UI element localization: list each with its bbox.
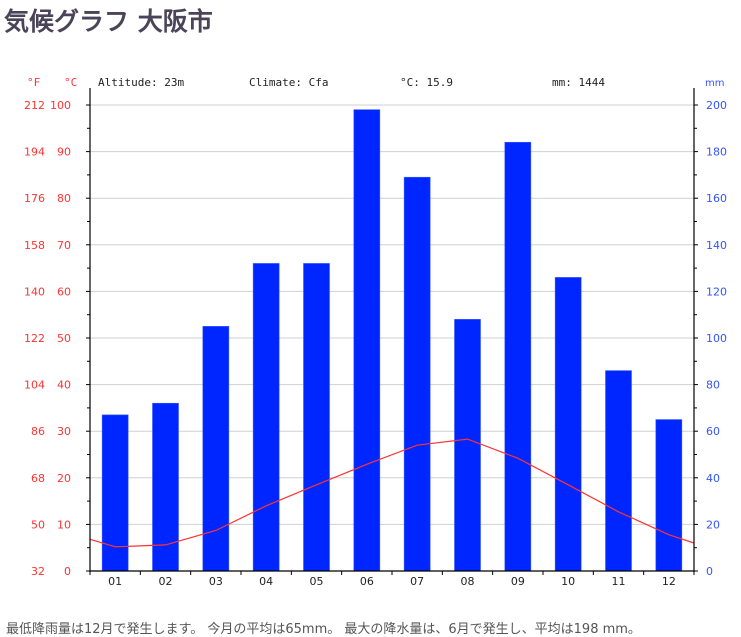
fahrenheit-tick-label: 158: [24, 239, 45, 252]
precipitation-bar: [252, 263, 280, 572]
month-label: 10: [561, 575, 575, 588]
celsius-tick-label: 50: [57, 332, 71, 345]
grid-lines: [90, 104, 694, 525]
celsius-tick-label: 40: [57, 379, 71, 392]
celsius-tick-label: 30: [57, 425, 71, 438]
month-label: 01: [108, 575, 122, 588]
celsius-tick-label: 0: [64, 565, 71, 578]
precipitation-bar: [101, 414, 129, 572]
celsius-unit-label: °C: [64, 76, 77, 89]
mm-unit-label: mm: [705, 78, 724, 89]
fahrenheit-tick-label: 212: [24, 99, 45, 112]
climate-label: Climate: Cfa: [249, 76, 328, 89]
precipitation-summary: 最低降雨量は12月で発生します。 今月の平均は65mm。 最大の降水量は、6月で…: [6, 622, 641, 637]
month-label: 06: [360, 575, 374, 588]
mm-tick-label: 100: [706, 332, 727, 345]
celsius-tick-label: 80: [57, 192, 71, 205]
fahrenheit-tick-label: 68: [31, 472, 45, 485]
precipitation-bar: [655, 419, 683, 572]
month-label: 12: [662, 575, 676, 588]
celsius-tick-label: 90: [57, 146, 71, 159]
fahrenheit-tick-label: 122: [24, 332, 45, 345]
precipitation-bar: [554, 277, 582, 572]
total-precipitation-label: mm: 1444: [552, 76, 605, 89]
month-label: 03: [209, 575, 223, 588]
mm-tick-label: 120: [706, 285, 727, 298]
mm-tick-label: 200: [706, 99, 727, 112]
fahrenheit-tick-label: 86: [31, 425, 45, 438]
precipitation-bar: [353, 109, 381, 572]
precipitation-bar: [202, 326, 230, 572]
celsius-tick-label: 60: [57, 285, 71, 298]
precipitation-bar: [605, 370, 632, 572]
mm-tick-label: 40: [706, 472, 720, 485]
month-label: 04: [259, 575, 273, 588]
mm-tick-label: 60: [706, 425, 720, 438]
fahrenheit-tick-label: 32: [31, 565, 45, 578]
precipitation-bars: [101, 109, 683, 572]
celsius-tick-label: 10: [57, 518, 71, 531]
celsius-tick-label: 20: [57, 472, 71, 485]
precipitation-bar: [454, 319, 481, 572]
mm-tick-label: 20: [706, 518, 720, 531]
celsius-tick-label: 70: [57, 239, 71, 252]
precipitation-bar: [403, 176, 431, 572]
fahrenheit-tick-label: 176: [24, 192, 45, 205]
month-label: 11: [612, 575, 626, 588]
month-label: 05: [310, 575, 324, 588]
fahrenheit-tick-label: 140: [24, 285, 45, 298]
mm-tick-label: 180: [706, 146, 727, 159]
month-label: 08: [461, 575, 475, 588]
page-title: 気候グラフ 大阪市: [4, 7, 213, 36]
mm-tick-label: 80: [706, 379, 720, 392]
altitude-label: Altitude: 23m: [98, 76, 184, 89]
fahrenheit-tick-label: 194: [24, 146, 45, 159]
month-label: 07: [410, 575, 424, 588]
mm-tick-label: 140: [706, 239, 727, 252]
precipitation-bar: [303, 263, 330, 572]
month-label: 09: [511, 575, 525, 588]
mm-tick-label: 160: [706, 192, 727, 205]
fahrenheit-tick-label: 104: [24, 379, 45, 392]
celsius-tick-label: 100: [50, 99, 71, 112]
month-label: 02: [159, 575, 173, 588]
fahrenheit-unit-label: °F: [27, 76, 40, 89]
precipitation-bar: [504, 141, 532, 572]
fahrenheit-tick-label: 50: [31, 518, 45, 531]
axes: [86, 88, 698, 575]
temperature-line: [89, 438, 695, 548]
avg-temperature-label: °C: 15.9: [400, 76, 453, 89]
mm-tick-label: 0: [706, 565, 713, 578]
